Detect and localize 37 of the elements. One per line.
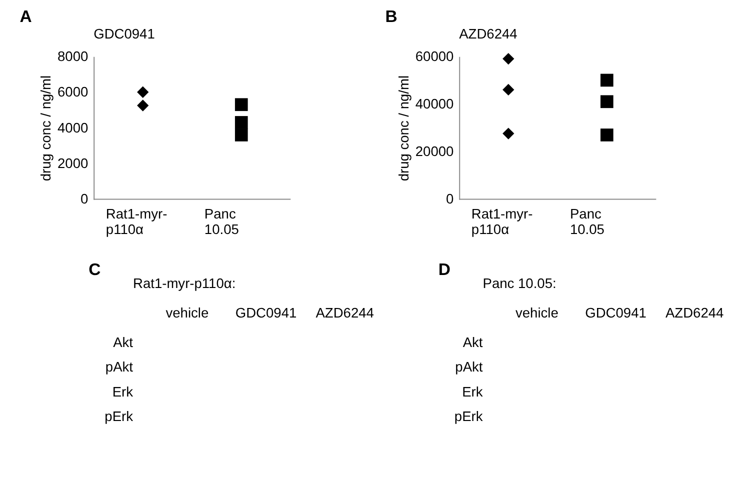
y-axis-title: drug conc / ng/ml bbox=[38, 75, 54, 182]
x-tick-label: Rat1-myr-p110α bbox=[471, 206, 533, 238]
y-tick-label: 20000 bbox=[415, 144, 454, 160]
y-tick-label: 8000 bbox=[58, 48, 88, 64]
text: Rat1-myr-p110α: bbox=[133, 276, 236, 291]
text: pAkt bbox=[455, 360, 483, 375]
y-tick-label: 6000 bbox=[58, 84, 88, 100]
text: A bbox=[20, 6, 32, 26]
text: Akt bbox=[113, 335, 134, 350]
y-tick-label: 0 bbox=[80, 192, 89, 207]
x-tick-label: Panc 10.05 bbox=[204, 206, 240, 238]
text: B bbox=[385, 6, 398, 26]
text: C bbox=[88, 260, 101, 280]
y-tick-label: 40000 bbox=[415, 96, 454, 112]
text: Panc 10.05: bbox=[482, 276, 556, 291]
text: AZD6244 bbox=[665, 305, 724, 320]
text: pAkt bbox=[105, 360, 134, 375]
y-tick-label: 0 bbox=[446, 192, 454, 207]
y-tick-label: 60000 bbox=[415, 48, 454, 64]
chart-title: AZD6244 bbox=[459, 26, 518, 42]
text: pErk bbox=[104, 408, 134, 424]
x-tick-label: Panc 10.05 bbox=[570, 206, 605, 238]
text: Erk bbox=[462, 384, 483, 400]
text: Akt bbox=[462, 335, 483, 350]
y-tick-label: 2000 bbox=[58, 156, 88, 171]
text: GDC0941 bbox=[585, 305, 646, 320]
text: Erk bbox=[112, 384, 134, 400]
text: vehicle bbox=[166, 305, 209, 320]
text: AZD6244 bbox=[316, 305, 374, 320]
y-axis-title: drug conc / ng/ml bbox=[396, 75, 412, 182]
text: vehicle bbox=[516, 305, 559, 320]
y-tick-label: 4000 bbox=[58, 120, 88, 136]
text: D bbox=[438, 260, 451, 280]
chart-title: GDC0941 bbox=[94, 26, 155, 42]
text: GDC0941 bbox=[235, 305, 297, 320]
x-tick-label: Rat1-myr-p110α bbox=[106, 206, 168, 238]
text: pErk bbox=[454, 408, 483, 424]
